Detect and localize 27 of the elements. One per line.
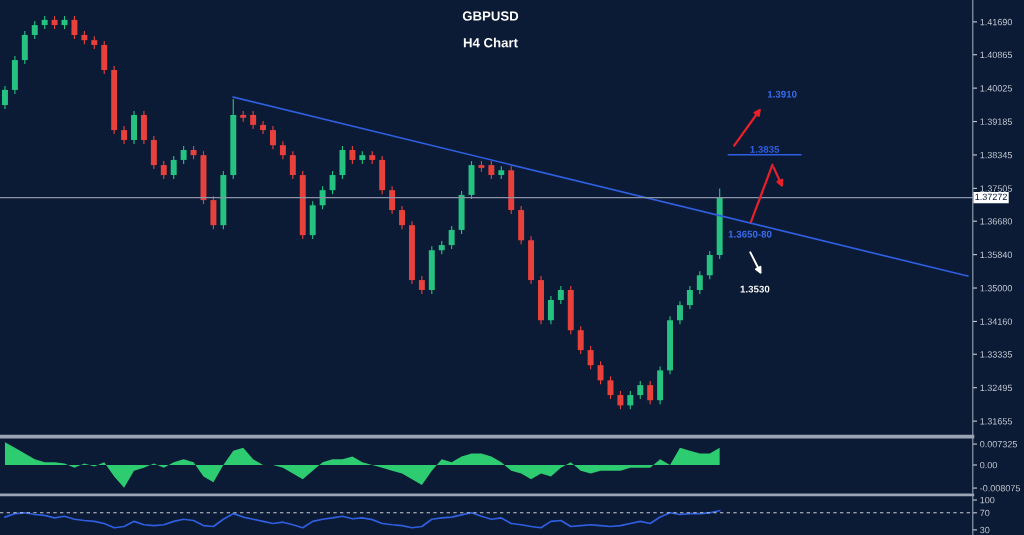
text: H4 Chart <box>463 37 518 48</box>
y-tick-label: 1.39185 <box>980 118 1012 125</box>
y-tick-label: 1.34160 <box>980 318 1013 325</box>
ref-line-label: 1.3835 <box>750 145 780 153</box>
y-tick-label: 1.40865 <box>980 51 1012 59</box>
y-tick-label: 0.007325 <box>980 441 1018 448</box>
y-tick-label: -0.008075 <box>980 485 1021 492</box>
ref-line-label: 1.37272 <box>975 193 1007 201</box>
y-tick-label: 70 <box>980 509 990 517</box>
y-tick-label: 1.40025 <box>980 85 1012 92</box>
y-tick-label: 1.31655 <box>980 418 1012 425</box>
annotation: 1.3650-80 <box>728 230 772 238</box>
y-tick-label: 1.41690 <box>980 18 1013 26</box>
y-tick-label: 0.00 <box>980 461 997 469</box>
y-tick-label: 1.38345 <box>980 151 1012 159</box>
y-tick-label: 1.32495 <box>980 384 1012 392</box>
annotation: 1.3530 <box>740 285 770 293</box>
text: GBPUSD <box>462 11 519 21</box>
y-tick-label: 100 <box>980 496 995 504</box>
y-tick-label: 1.33335 <box>980 351 1012 358</box>
y-tick-label: 1.35840 <box>980 251 1013 258</box>
y-tick-label: 1.36680 <box>980 218 1013 225</box>
y-tick-label: 1.37505 <box>980 185 1012 192</box>
line-series <box>4 509 721 529</box>
y-tick-label: 1.35000 <box>980 285 1013 292</box>
y-tick-label: 30 <box>980 526 990 534</box>
annotation: 1.3910 <box>767 90 797 98</box>
